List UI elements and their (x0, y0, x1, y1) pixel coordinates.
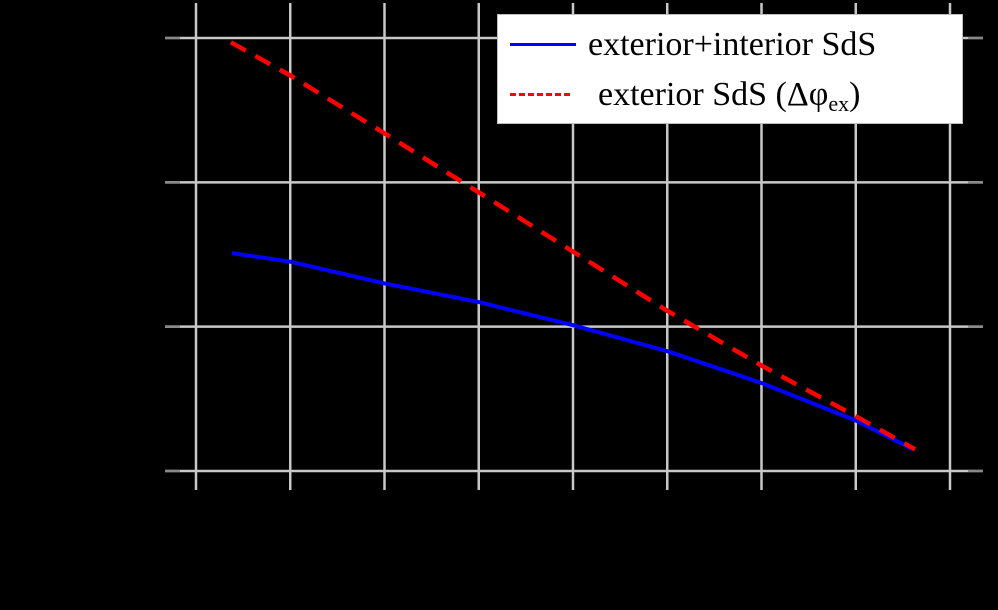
series-exterior-interior-line (231, 251, 915, 452)
legend-label-close: ) (849, 76, 861, 113)
legend-entry-exterior: exterior SdS (Δφex) (498, 71, 962, 121)
legend-label: exterior SdS (Δφex) (598, 71, 860, 128)
legend-label: exterior+interior SdS (588, 26, 877, 63)
series-exterior-dashed-line (229, 40, 917, 452)
legend-solid-line-icon (510, 43, 576, 46)
legend-entry-exterior-interior: exterior+interior SdS (498, 21, 962, 71)
axis-ticks (165, 37, 983, 472)
legend-label-subscript: ex (828, 91, 850, 116)
legend-label-main: exterior SdS (Δφ (598, 76, 829, 113)
legend-dashed-line-icon (510, 93, 570, 96)
legend: exterior+interior SdS exterior SdS (Δφex… (497, 14, 963, 124)
